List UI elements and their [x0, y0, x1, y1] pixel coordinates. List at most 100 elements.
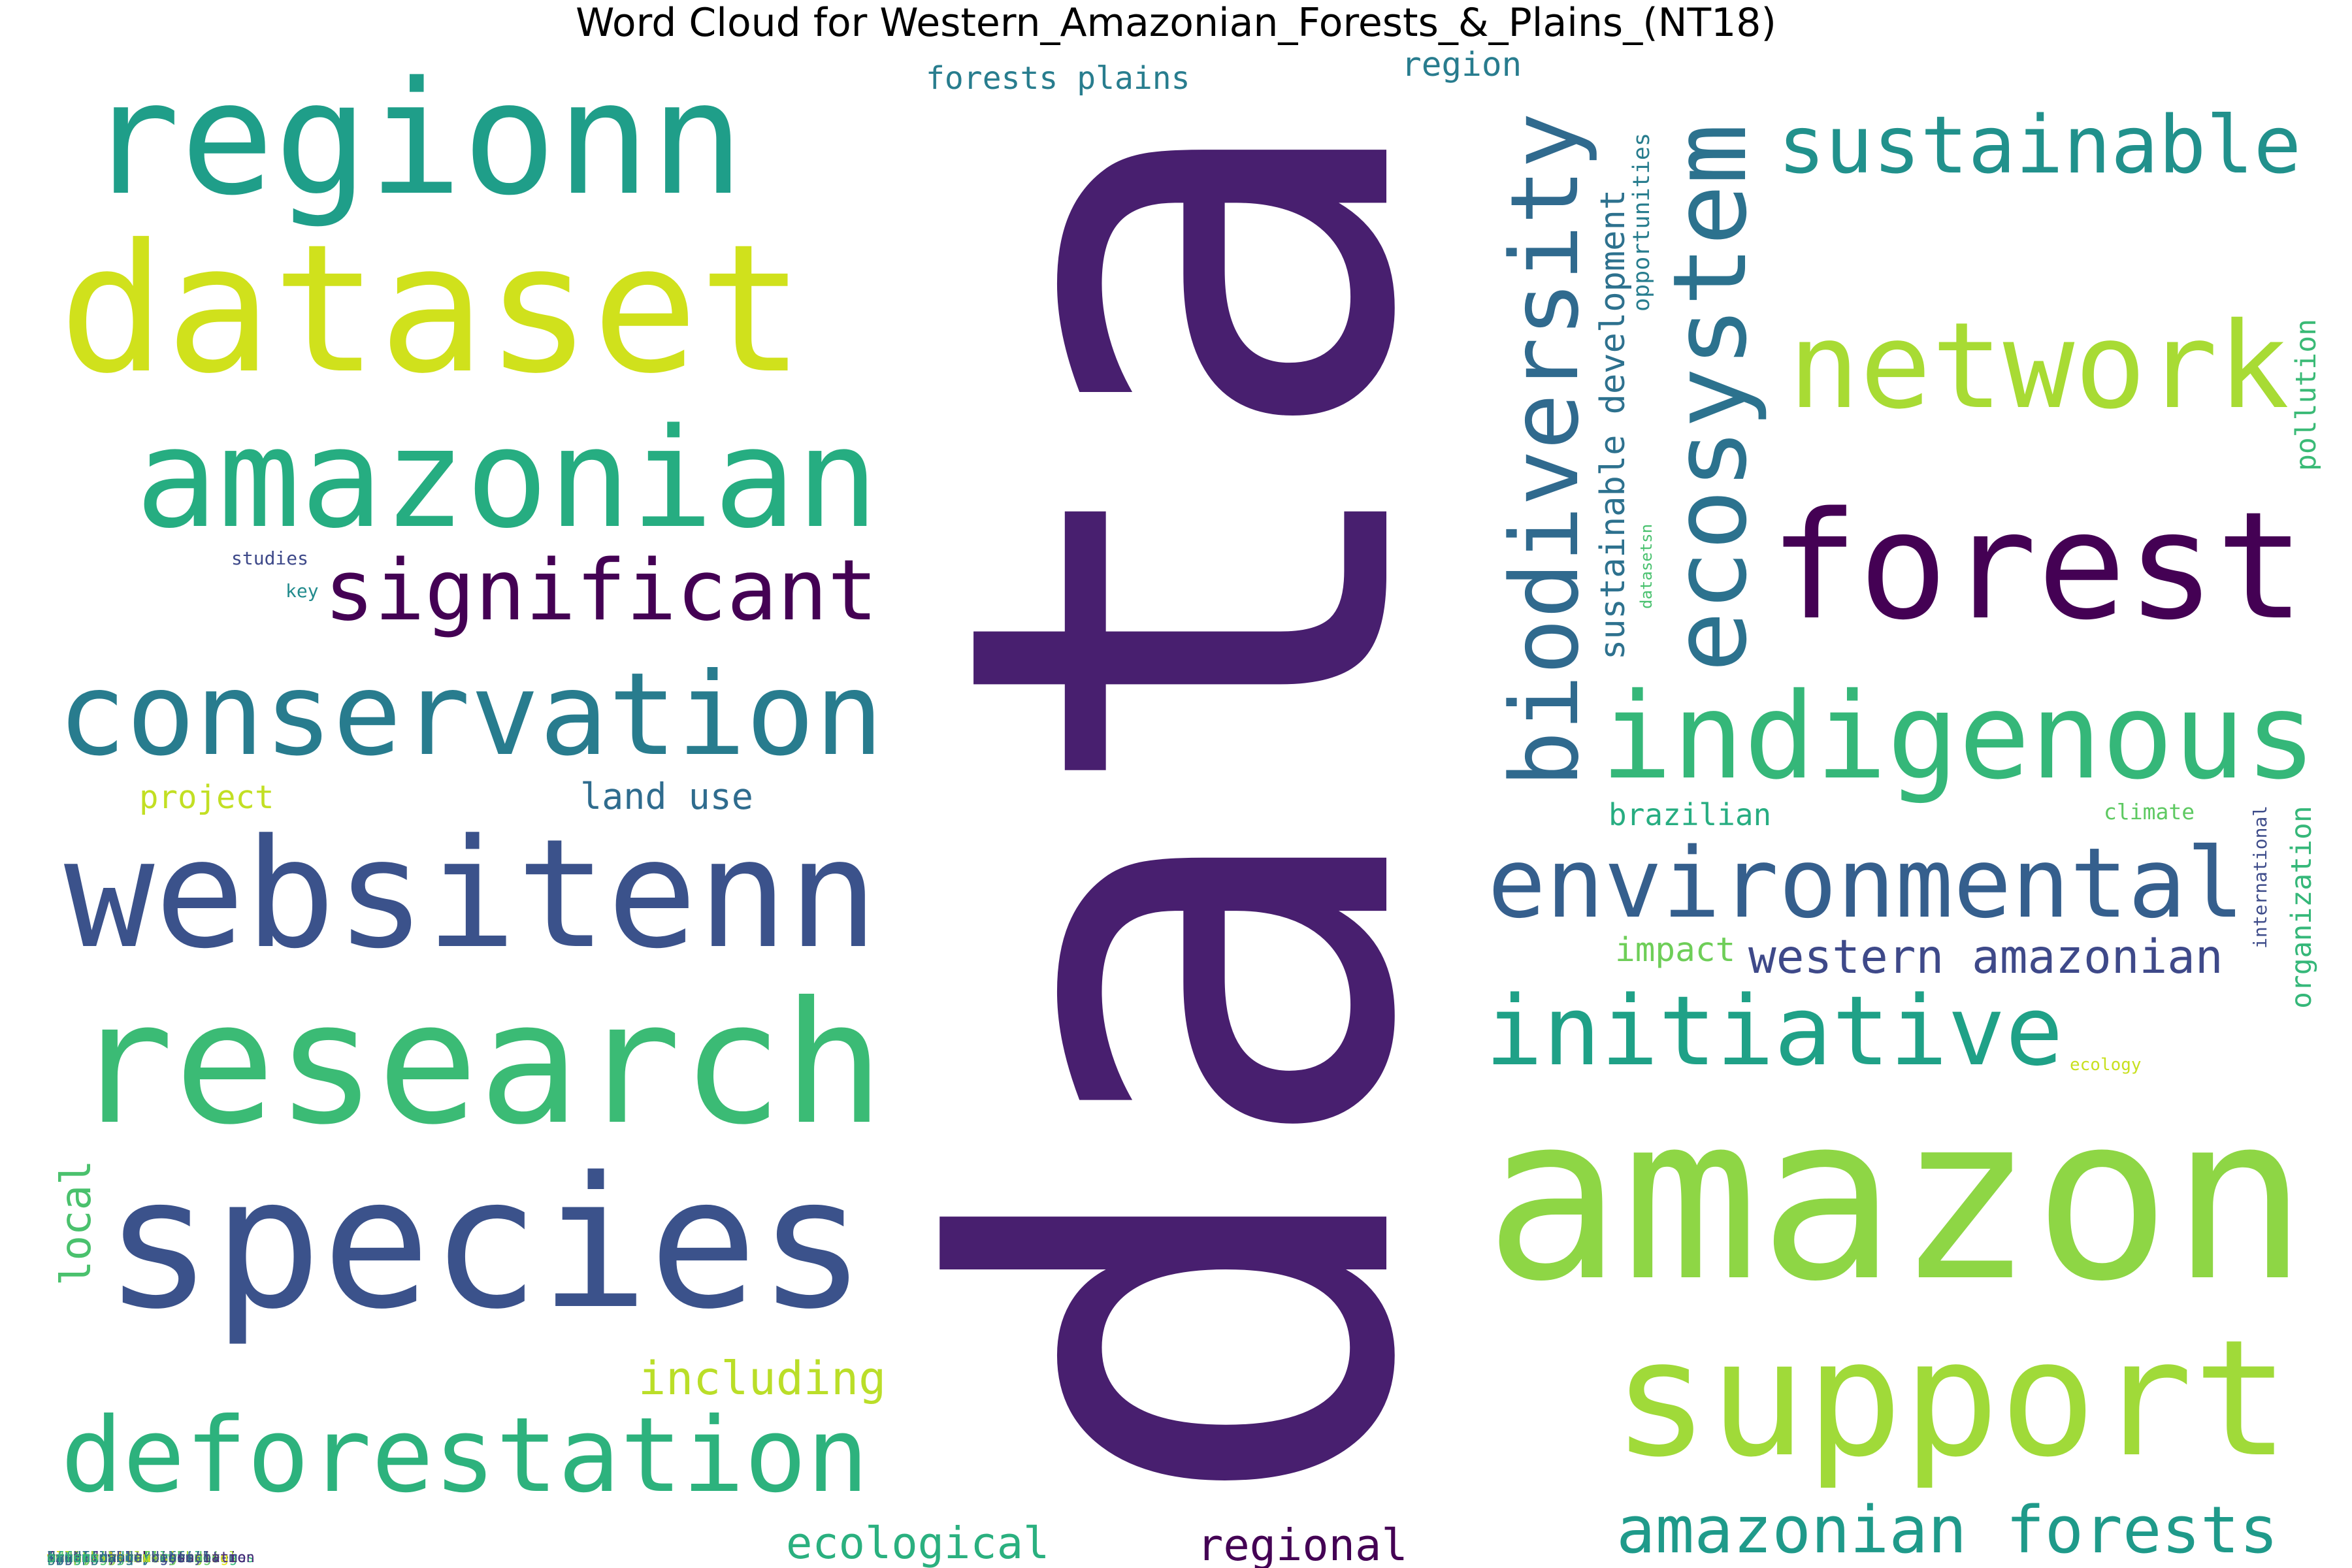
cloud-word: datann: [47, 1550, 99, 1566]
cloud-word: international: [2249, 805, 2271, 949]
cloud-word: species: [104, 1139, 867, 1349]
cloud-word: amazon: [1484, 1066, 2308, 1331]
cloud-word: sueo paulo: [47, 1550, 134, 1566]
cloud-word: initiativesnn: [47, 1550, 160, 1566]
cloud-word: highlight: [47, 1550, 125, 1566]
cloud-word: regionnn: [47, 1550, 116, 1566]
cloud-word: sustainable development: [1593, 189, 1633, 660]
cloud-word: nongovernmental: [47, 1550, 177, 1566]
cloud-word: websitenn: [64, 808, 879, 982]
cloud-word: amazon rainforest: [47, 1550, 195, 1566]
cloud-word: western amazonian: [1748, 930, 2223, 984]
cloud-word: food: [47, 1550, 82, 1566]
cloud-word: recent: [47, 1550, 99, 1566]
cloud-word: global: [47, 1550, 99, 1566]
cloud-word: land use: [580, 776, 753, 817]
cloud-word: tree: [47, 1550, 82, 1566]
cloud-word: related: [47, 1550, 108, 1566]
cloud-word: seasonal: [47, 1550, 116, 1566]
cloud-word: researcher: [47, 1550, 134, 1566]
cloud-word: amazon river: [47, 1550, 151, 1566]
cloud-word: soil: [47, 1550, 82, 1566]
cloud-word: environmental justice: [47, 1550, 229, 1566]
cloud-word: moist: [47, 1550, 91, 1566]
cloud-word: assessment: [47, 1550, 134, 1566]
cloud-word: organization: [2285, 806, 2318, 1009]
cloud-word: conduct comprehensive: [47, 1550, 229, 1566]
cloud-word: ecosystem services: [47, 1550, 203, 1566]
cloud-word: land: [47, 1550, 82, 1566]
cloud-word: internet research: [47, 1550, 195, 1566]
cloud-word: infrastructure: [47, 1550, 169, 1566]
cloud-word: community: [47, 1550, 125, 1566]
cloud-word: information: [47, 1550, 142, 1566]
cloud-word: amazonn: [47, 1550, 108, 1566]
cloud-word: work: [47, 1550, 82, 1566]
cloud-word: research initiatives: [47, 1550, 220, 1566]
cloud-word: agroforestry: [47, 1550, 151, 1566]
cloud-word: habitat: [47, 1550, 108, 1566]
cloud-word: indigenous: [1601, 667, 2317, 806]
cloud-word: deforestation: [61, 1396, 869, 1516]
cloud-word: academic: [47, 1550, 116, 1566]
cloud-word: often: [47, 1550, 91, 1566]
cloud-word: conservation association: [47, 1550, 255, 1566]
cloud-word: bioregion: [47, 1550, 125, 1566]
cloud-word: ecotourism: [47, 1550, 134, 1566]
cloud-word: including: [638, 1352, 887, 1405]
cloud-word: data: [841, 99, 1526, 1516]
cloud-word: ecological monitoring: [47, 1550, 229, 1566]
cloud-word: influence: [47, 1550, 125, 1566]
cloud-word: collaborative: [47, 1550, 160, 1566]
cloud-word: social media: [47, 1550, 151, 1566]
cloud-word: regional: [1197, 1520, 1408, 1568]
cloud-word: advocacy: [47, 1550, 116, 1566]
cloud-word: promote: [47, 1550, 108, 1566]
cloud-word: health: [47, 1550, 99, 1566]
cloud-word: high: [47, 1550, 82, 1566]
cloud-word: datasetsn: [1637, 523, 1656, 609]
cloud-word: conservation efforts: [47, 1550, 220, 1566]
cloud-word: pollution: [2290, 319, 2321, 471]
cloud-word: government: [47, 1550, 134, 1566]
cloud-word: amazon watch: [47, 1550, 151, 1566]
cloud-word: emerging: [47, 1550, 116, 1566]
cloud-word: offers: [47, 1550, 99, 1566]
cloud-word: relationships: [47, 1550, 160, 1566]
cloud-word: conservationnn: [47, 1550, 169, 1566]
cloud-word: sustainable biotech: [47, 1550, 212, 1566]
cloud-word: stakeholder: [47, 1550, 142, 1566]
cloud-word: datasetsnn: [47, 1550, 134, 1566]
cloud-word: amazonnn: [47, 1550, 116, 1566]
cloud-word: ecosystem: [1651, 123, 1769, 672]
cloud-word: initiative: [1485, 975, 2064, 1087]
cloud-word: monitoring programs: [47, 1550, 212, 1566]
cloud-word: carbon sequestration: [47, 1550, 220, 1566]
cloud-word: protected area: [47, 1550, 169, 1566]
cloud-word: key: [286, 580, 319, 602]
cloud-word: project: [139, 779, 274, 816]
cloud-word: traditional ecological: [47, 1550, 238, 1566]
word-cloud: data environmental websitenn conservation bi…: [47, 47, 2321, 1568]
cloud-word: socioeconomic: [47, 1550, 160, 1566]
cloud-word: indigenous rights: [47, 1550, 195, 1566]
cloud-word: bioregionn: [47, 1550, 134, 1566]
cloud-word: programs: [47, 1550, 116, 1566]
cloud-word: agricultural: [47, 1550, 151, 1566]
cloud-word: ministry environment: [47, 1550, 220, 1566]
cloud-word: dataset: [59, 206, 806, 412]
cloud-word: brazilian: [1609, 797, 1772, 832]
cloud-word: private sector: [47, 1550, 169, 1566]
cloud-word: practices: [47, 1550, 125, 1566]
cloud-word: dynamics: [47, 1550, 116, 1566]
cloud-word: mapping: [47, 1550, 108, 1566]
cloud-word: tracking: [47, 1550, 116, 1566]
cloud-word: economic industrial: [47, 1550, 212, 1566]
cloud-word: region: [1401, 47, 1522, 84]
cloud-word: climate: [2104, 799, 2195, 825]
cloud-word: amazonian: [135, 399, 879, 559]
cloud-word: conservation: [57, 649, 884, 781]
cloud-word: management: [47, 1550, 134, 1566]
cloud-word: ecological: [786, 1518, 1050, 1568]
